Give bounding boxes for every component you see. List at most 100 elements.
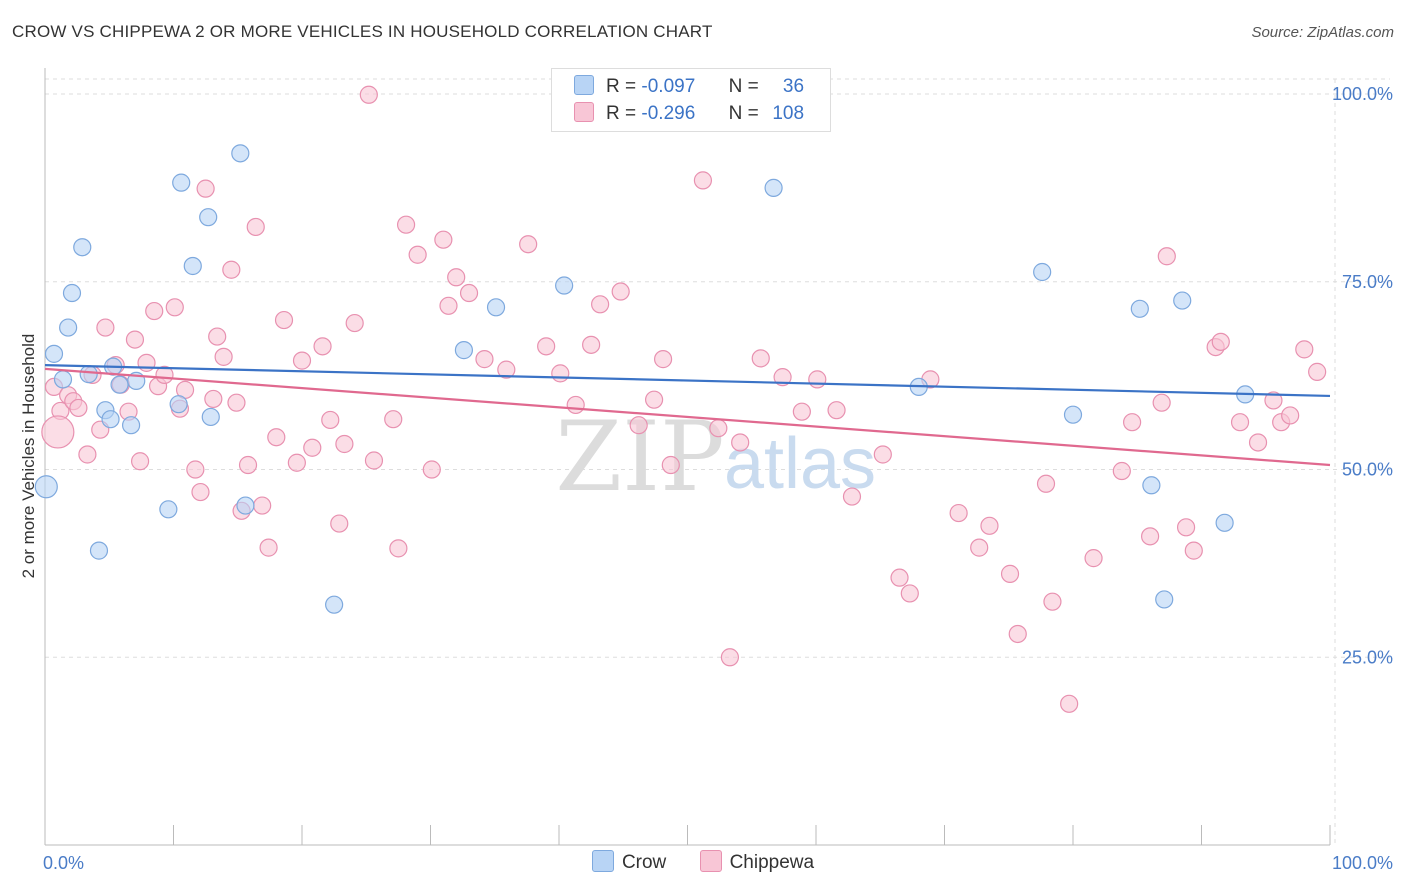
legend-row-chippewa: R = -0.296 N = 108 — [574, 102, 804, 128]
point-chippewa — [214, 347, 233, 366]
point-chippewa — [1008, 624, 1027, 644]
point-chippewa — [321, 410, 340, 430]
point-crow — [231, 144, 250, 163]
point-chippewa — [335, 434, 354, 454]
point-chippewa — [1184, 541, 1203, 560]
point-crow — [555, 276, 574, 295]
point-crow — [486, 298, 506, 317]
point-chippewa — [731, 433, 750, 452]
point-chippewa — [582, 335, 601, 354]
series-legend: Crow Chippewa — [0, 850, 1406, 874]
point-crow — [1033, 262, 1052, 282]
point-crow — [325, 595, 344, 614]
point-chippewa — [842, 487, 862, 506]
y-tick-label: 25.0% — [1342, 647, 1393, 667]
point-chippewa — [1230, 413, 1250, 432]
series-legend-crow: Crow — [591, 850, 667, 874]
point-crow — [62, 283, 82, 303]
point-crow — [454, 341, 474, 360]
series-name-crow: Crow — [621, 852, 667, 873]
point-crow — [89, 541, 109, 560]
x-tick-label-min: 0.0% — [43, 853, 84, 873]
point-chippewa — [661, 455, 680, 475]
legend-r-value-crow: -0.097 — [641, 76, 696, 97]
point-chippewa — [537, 337, 556, 356]
point-chippewa — [497, 360, 516, 379]
point-chippewa — [827, 401, 846, 420]
point-chippewa — [644, 390, 664, 409]
legend-row-crow: R = -0.097 N = 36 — [574, 75, 804, 101]
point-chippewa — [274, 310, 294, 330]
point-chippewa — [1036, 474, 1056, 493]
y-tick-label: 75.0% — [1342, 272, 1393, 292]
point-chippewa — [364, 451, 384, 470]
point-chippewa — [447, 268, 466, 287]
point-chippewa — [253, 496, 272, 515]
point-chippewa — [359, 85, 378, 104]
point-chippewa — [792, 402, 811, 421]
point-chippewa — [246, 217, 265, 237]
point-chippewa — [709, 419, 728, 438]
point-chippewa — [78, 445, 97, 464]
point-chippewa — [1264, 391, 1283, 410]
point-chippewa — [720, 648, 740, 667]
point-crow — [199, 208, 218, 227]
trend-line-chippewa — [44, 367, 1331, 467]
point-crow — [183, 256, 202, 276]
trend-line-crow — [44, 364, 1331, 398]
x-tick-label-max: 100.0% — [1332, 853, 1393, 873]
ticks: 25.0% 50.0% 75.0% 100.0% 0.0% 100.0% — [43, 84, 1393, 873]
point-crow — [1155, 590, 1174, 609]
point-crow — [44, 344, 64, 363]
point-chippewa — [773, 368, 792, 387]
point-crow — [1215, 513, 1234, 532]
point-chippewa — [1211, 332, 1230, 351]
point-crow — [159, 500, 178, 519]
point-chippewa — [1281, 406, 1300, 425]
axes — [44, 68, 1331, 846]
point-chippewa — [629, 416, 648, 435]
point-chippewa — [96, 318, 115, 337]
point-chippewa — [949, 503, 968, 523]
point-chippewa — [165, 298, 184, 317]
source-label: Source: ZipAtlas.com — [1251, 24, 1394, 41]
point-chippewa — [1295, 340, 1314, 359]
point-chippewa — [1060, 694, 1079, 713]
point-chippewa — [191, 482, 210, 502]
y-tick-label: 100.0% — [1332, 84, 1393, 104]
point-chippewa — [408, 245, 427, 264]
point-crow — [172, 173, 191, 192]
point-chippewa — [1176, 518, 1196, 537]
point-chippewa — [551, 364, 570, 383]
point-chippewa — [145, 301, 164, 321]
point-chippewa — [591, 295, 610, 314]
point-chippewa — [980, 516, 999, 535]
watermark: ZIP atlas — [555, 401, 876, 513]
point-chippewa — [287, 453, 306, 472]
point-chippewa — [41, 415, 75, 449]
point-chippewa — [384, 410, 403, 429]
point-chippewa — [345, 313, 364, 333]
point-chippewa — [422, 460, 441, 479]
point-chippewa — [611, 282, 630, 301]
legend-r-value-chippewa: -0.296 — [641, 103, 696, 124]
point-chippewa — [1248, 433, 1268, 452]
series-swatch-crow — [591, 850, 614, 872]
point-crow — [1173, 291, 1192, 310]
point-crow — [101, 410, 120, 429]
point-chippewa — [313, 337, 332, 356]
point-chippewa — [208, 327, 227, 346]
data-points — [34, 85, 1327, 713]
legend-r-label: R = — [606, 103, 637, 124]
point-chippewa — [808, 370, 827, 389]
point-chippewa — [267, 428, 286, 447]
point-chippewa — [137, 353, 156, 372]
point-chippewa — [204, 389, 223, 409]
point-crow — [34, 475, 58, 499]
point-chippewa — [130, 452, 150, 471]
legend-n-label: N = — [728, 103, 759, 124]
point-chippewa — [1140, 527, 1160, 546]
series-name-chippewa: Chippewa — [729, 852, 815, 873]
point-crow — [73, 238, 92, 257]
